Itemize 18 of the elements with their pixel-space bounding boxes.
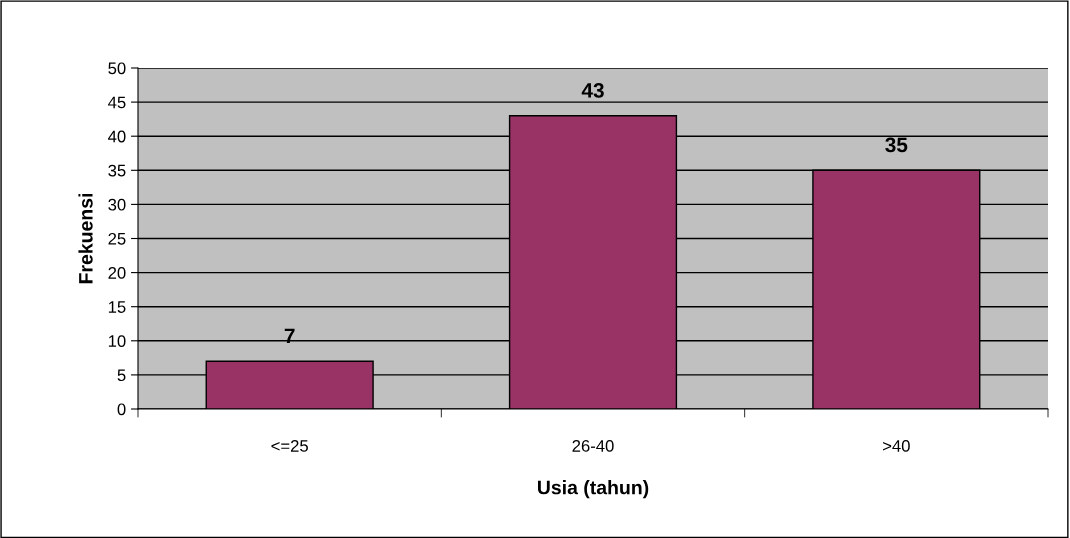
y-tick-label: 25 — [108, 232, 126, 245]
y-tick-label: 35 — [108, 164, 126, 177]
y-tick-label: 10 — [108, 335, 126, 347]
y-tick-label: 30 — [108, 198, 126, 211]
y-axis-title: Frekuensi — [78, 193, 93, 284]
y-tick-label: 45 — [108, 96, 126, 109]
x-axis-title: Usia (tahun) — [538, 480, 649, 499]
y-tick-label: 5 — [117, 369, 126, 382]
x-tick-label: 26-40 — [572, 440, 614, 452]
y-tick-label: 15 — [108, 301, 126, 313]
y-tick-label: 0 — [117, 403, 126, 416]
y-tick-label: 50 — [108, 62, 126, 75]
data-label: 35 — [885, 137, 908, 153]
y-tick-label: 20 — [108, 267, 126, 279]
y-tick-label: 40 — [108, 130, 126, 143]
x-tick-label: <=25 — [271, 440, 308, 452]
x-tick-label: >40 — [883, 440, 910, 452]
data-label: 43 — [581, 82, 604, 98]
